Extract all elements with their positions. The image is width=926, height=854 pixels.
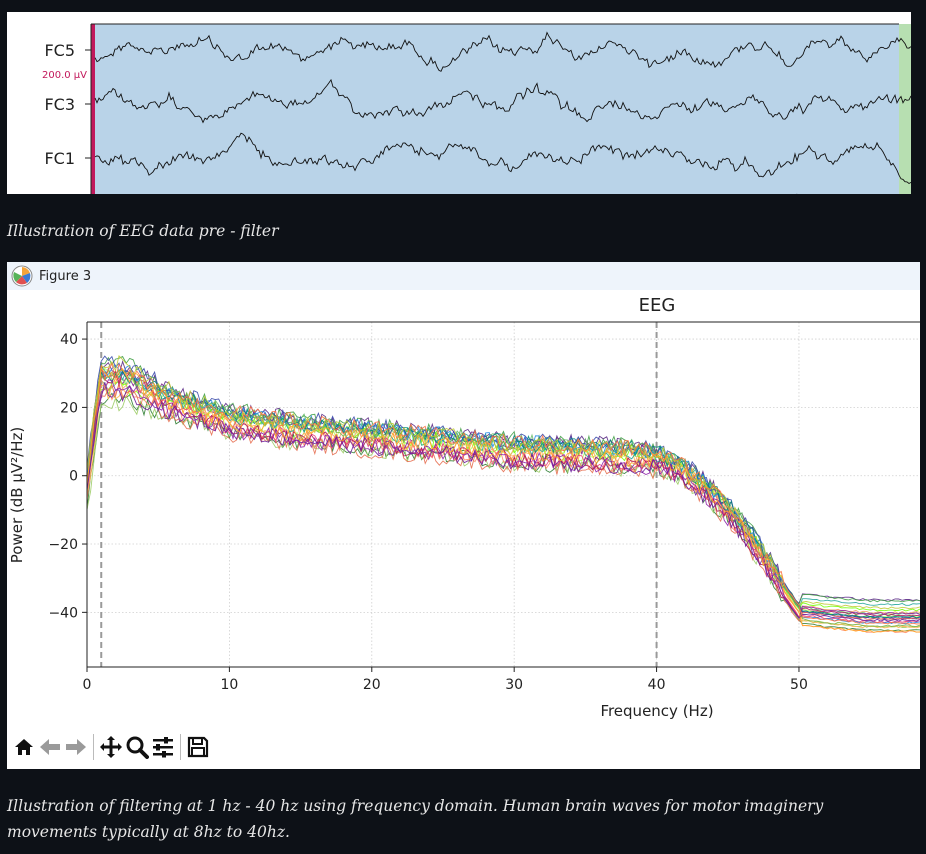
caption-filtering: Illustration of filtering at 1 hz - 40 h… [7, 797, 824, 841]
x-axis-label: Frequency (Hz) [600, 702, 713, 720]
configure-subplots-icon [153, 737, 173, 758]
pan-button[interactable] [98, 732, 124, 762]
x-tick-label: 20 [363, 677, 381, 693]
x-tick-label: 50 [790, 677, 808, 693]
raw-trace-2 [94, 132, 911, 185]
x-tick-label: 40 [648, 677, 666, 693]
window-title: Figure 3 [39, 268, 92, 284]
y-tick-label: −20 [48, 537, 78, 553]
caption-pre-filter: Illustration of EEG data pre - filter [7, 222, 279, 240]
back-arrow-icon [40, 739, 60, 755]
channel-label-fc5: FC5 [44, 41, 75, 60]
home-icon [15, 739, 33, 755]
y-tick-label: −40 [48, 605, 78, 621]
navigation-toolbar [7, 725, 920, 769]
psd-series-line [87, 355, 920, 605]
scale-label: 200.0 µV [42, 70, 87, 81]
raw-trace-0 [94, 31, 911, 72]
forward-arrow-icon [66, 739, 86, 755]
psd-series-line [87, 354, 920, 610]
raw-annotation-span [91, 24, 899, 194]
x-tick-label: 10 [220, 677, 238, 693]
channel-label-fc1: FC1 [44, 149, 75, 168]
x-tick-label: 0 [83, 677, 92, 693]
y-tick-label: 40 [60, 332, 78, 348]
psd-series-line [87, 362, 920, 625]
figure-window: Figure 3 EEG Frequency (Hz) Power (dB µV… [7, 262, 920, 769]
raw-eeg-plot: FC5 200.0 µV FC3 FC1 [42, 23, 911, 194]
psd-series-line [87, 392, 920, 632]
raw-eeg-panel: FC5 200.0 µV FC3 FC1 [7, 12, 911, 194]
x-tick-label: 30 [505, 677, 523, 693]
chart-title: EEG [639, 295, 676, 316]
raw-trace-1 [94, 78, 911, 124]
raw-left-marker [91, 24, 95, 194]
toolbar-separator [93, 734, 94, 760]
raw-right-marker [899, 24, 911, 194]
y-tick-label: 0 [69, 469, 78, 485]
channel-label-fc3: FC3 [44, 95, 75, 114]
psd-chart: EEG Frequency (Hz) Power (dB µV²/Hz) 0 10… [8, 295, 920, 720]
home-button[interactable] [11, 732, 37, 762]
zoom-button[interactable] [124, 732, 150, 762]
forward-button[interactable] [63, 732, 89, 762]
save-icon [187, 736, 209, 758]
configure-subplots-button[interactable] [150, 732, 176, 762]
psd-series-line [87, 382, 920, 622]
psd-series-line [87, 355, 920, 619]
save-button[interactable] [185, 732, 211, 762]
psd-series-line [87, 360, 920, 605]
matplotlib-logo-icon [11, 265, 33, 287]
y-axis-label: Power (dB µV²/Hz) [8, 427, 26, 563]
zoom-icon [126, 736, 149, 759]
pan-icon [100, 736, 122, 758]
y-tick-label: 20 [60, 400, 78, 416]
psd-series-line [87, 366, 920, 633]
toolbar-separator [180, 734, 181, 760]
psd-series-line [87, 379, 920, 619]
psd-series-line [87, 373, 920, 616]
window-titlebar[interactable]: Figure 3 [7, 262, 920, 290]
raw-traces [94, 31, 911, 194]
back-button[interactable] [37, 732, 63, 762]
